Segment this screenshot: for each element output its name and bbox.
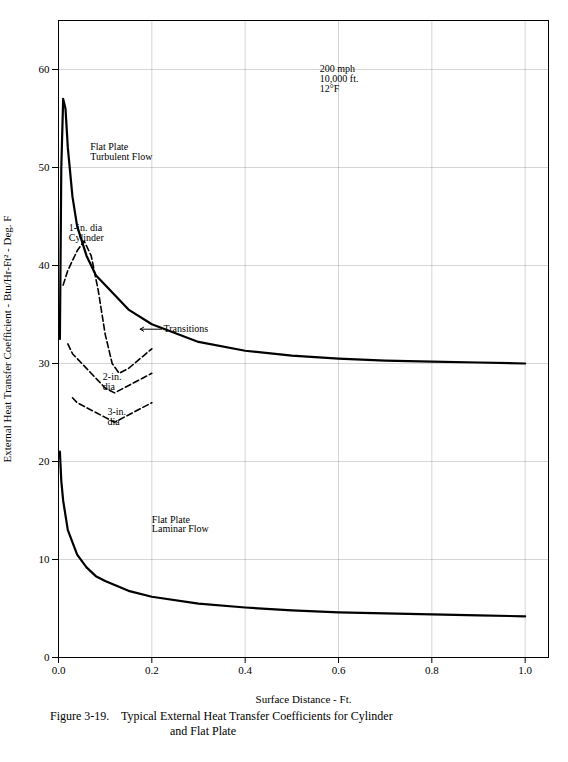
svg-text:30: 30 xyxy=(39,357,51,369)
svg-text:0.4: 0.4 xyxy=(238,664,252,676)
svg-text:1-in. diaCylinder: 1-in. diaCylinder xyxy=(69,222,105,243)
svg-text:50: 50 xyxy=(39,161,51,173)
svg-text:0: 0 xyxy=(44,651,50,663)
svg-text:Flat PlateLaminar Flow: Flat PlateLaminar Flow xyxy=(152,514,210,535)
svg-text:200 mph10,000 ft.12°F: 200 mph10,000 ft.12°F xyxy=(320,63,359,94)
svg-text:0.0: 0.0 xyxy=(52,664,66,676)
svg-text:1.0: 1.0 xyxy=(518,664,532,676)
svg-text:External Heat Transfer Coeffic: External Heat Transfer Coefficient - Btu… xyxy=(1,216,13,463)
svg-text:10: 10 xyxy=(39,553,51,565)
svg-text:2-in.dia: 2-in.dia xyxy=(103,371,122,392)
svg-text:20: 20 xyxy=(39,455,51,467)
svg-text:0.2: 0.2 xyxy=(145,664,159,676)
html-text:and Flat Plate: and Flat Plate xyxy=(170,724,236,738)
svg-text:Transitions: Transitions xyxy=(164,323,209,334)
svg-text:Flat PlateTurbulent Flow: Flat PlateTurbulent Flow xyxy=(90,141,153,162)
svg-text:3-in.dia: 3-in.dia xyxy=(108,406,127,427)
svg-text:Surface Distance - Ft.: Surface Distance - Ft. xyxy=(256,693,352,705)
svg-text:40: 40 xyxy=(39,259,51,271)
svg-text:60: 60 xyxy=(39,63,51,75)
svg-text:0.8: 0.8 xyxy=(425,664,439,676)
svg-text:0.6: 0.6 xyxy=(332,664,346,676)
html-text:Figure 3-19. Typical External: Figure 3-19. Typical External Heat Trans… xyxy=(50,709,393,723)
